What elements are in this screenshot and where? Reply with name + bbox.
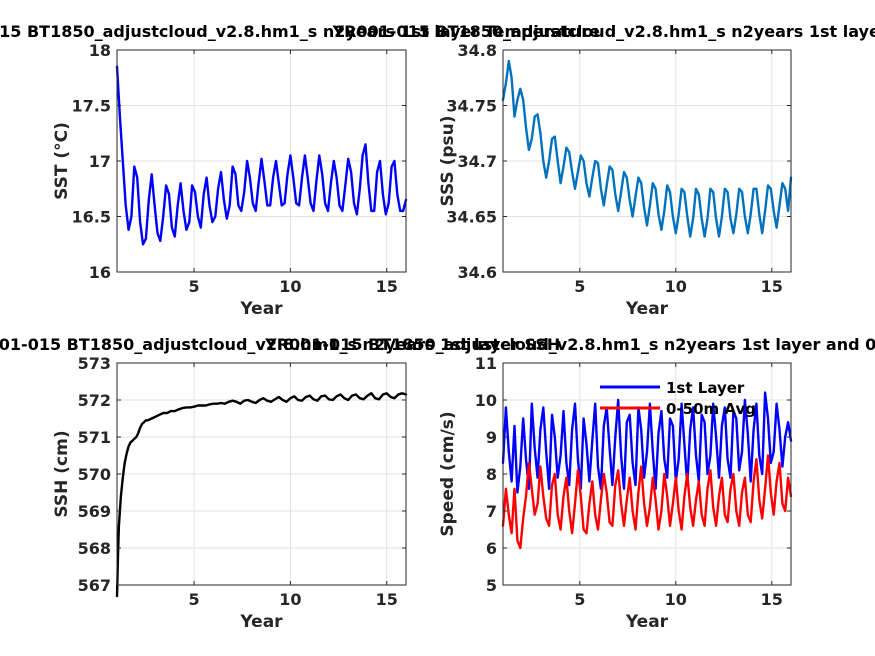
speed-y-tick-label: 9 bbox=[486, 428, 497, 447]
sss-x-tick-label: 10 bbox=[665, 277, 687, 296]
sst-y-tick-label: 16 bbox=[89, 263, 111, 282]
sss-x-tick-label: 5 bbox=[574, 277, 585, 296]
speed-y-tick-label: 10 bbox=[475, 391, 497, 410]
sss-title: YR001-015 BT1850_adjustcloud_v2.8.hm1_s … bbox=[331, 22, 875, 41]
speed-y-axis-label: Speed (cm/s) bbox=[438, 411, 458, 536]
sss-y-tick-label: 34.65 bbox=[446, 208, 497, 227]
ssh-x-tick-label: 15 bbox=[376, 590, 398, 609]
sss-y-tick-label: 34.7 bbox=[458, 152, 497, 171]
sst-y-axis-label: SST (°C) bbox=[52, 122, 72, 200]
sst-panel: 5 10 15 16 16.5 17 17.5 18 Year SST (°C) YR001-015… bbox=[0, 22, 600, 319]
speed-x-axis-label: Year bbox=[625, 612, 669, 632]
ssh-y-tick-label: 570 bbox=[78, 465, 111, 484]
ssh-title: YR001-015 BT1850_adjustcloud_v2.8.hm1_s … bbox=[0, 335, 560, 354]
ssh-y-tick-label: 571 bbox=[78, 428, 111, 447]
sst-y-tick-label: 17 bbox=[89, 152, 111, 171]
speed-y-tick-label: 7 bbox=[486, 502, 497, 521]
sss-y-tick-label: 34.8 bbox=[458, 41, 497, 60]
sss-y-tick-label: 34.6 bbox=[458, 263, 497, 282]
speed-x-tick-label: 10 bbox=[665, 590, 687, 609]
sst-y-tick-label: 16.5 bbox=[72, 208, 111, 227]
sst-x-tick-label: 10 bbox=[279, 277, 301, 296]
ssh-y-tick-label: 567 bbox=[78, 576, 111, 595]
sss-x-axis-label: Year bbox=[625, 299, 669, 319]
speed-legend-label-1: 0-50m Avg bbox=[666, 400, 756, 418]
speed-y-tick-label: 8 bbox=[486, 465, 497, 484]
speed-title: YR001-015 BT1850_adjustcloud_v2.8.hm1_s … bbox=[264, 335, 875, 354]
sss-series-line-0 bbox=[501, 59, 793, 238]
ssh-x-axis-label: Year bbox=[239, 612, 283, 632]
ssh-x-tick-label: 5 bbox=[188, 590, 199, 609]
sss-x-tick-label: 15 bbox=[761, 277, 783, 296]
ssh-y-tick-label: 568 bbox=[78, 539, 111, 558]
sst-x-tick-label: 5 bbox=[188, 277, 199, 296]
ssh-y-tick-label: 572 bbox=[78, 391, 111, 410]
ssh-series-line-0 bbox=[115, 392, 408, 598]
sst-title: YR001-015 BT1850_adjustcloud_v2.8.hm1_s … bbox=[0, 22, 600, 41]
speed-legend: 1st Layer 0-50m Avg bbox=[600, 379, 756, 418]
speed-series-line-1 bbox=[501, 454, 793, 550]
sss-y-axis-label: SSS (psu) bbox=[438, 115, 458, 206]
ssh-x-tick-label: 10 bbox=[279, 590, 301, 609]
speed-y-tick-label: 11 bbox=[475, 354, 497, 373]
speed-series-line-0 bbox=[501, 391, 793, 494]
sst-series-line-0 bbox=[115, 65, 408, 246]
speed-panel: 5 10 15 5 6 7 8 9 10 11 Year Speed (cm/s) 1st Layer 0… bbox=[264, 335, 875, 632]
speed-legend-label-0: 1st Layer bbox=[666, 379, 745, 397]
sst-x-tick-label: 15 bbox=[376, 277, 398, 296]
speed-y-tick-label: 5 bbox=[486, 576, 497, 595]
ssh-y-tick-label: 573 bbox=[78, 354, 111, 373]
ssh-y-tick-label: 569 bbox=[78, 502, 111, 521]
sss-y-tick-label: 34.75 bbox=[446, 97, 497, 116]
sst-y-tick-label: 18 bbox=[89, 41, 111, 60]
ssh-y-axis-label: SSH (cm) bbox=[52, 430, 72, 517]
speed-y-tick-label: 6 bbox=[486, 539, 497, 558]
speed-x-tick-label: 5 bbox=[574, 590, 585, 609]
sss-panel: 5 10 15 34.6 34.65 34.7 34.75 34.8 Year SSS (psu)… bbox=[331, 22, 875, 319]
speed-x-tick-label: 15 bbox=[761, 590, 783, 609]
sst-x-axis-label: Year bbox=[239, 299, 283, 319]
sst-y-tick-label: 17.5 bbox=[72, 97, 111, 116]
